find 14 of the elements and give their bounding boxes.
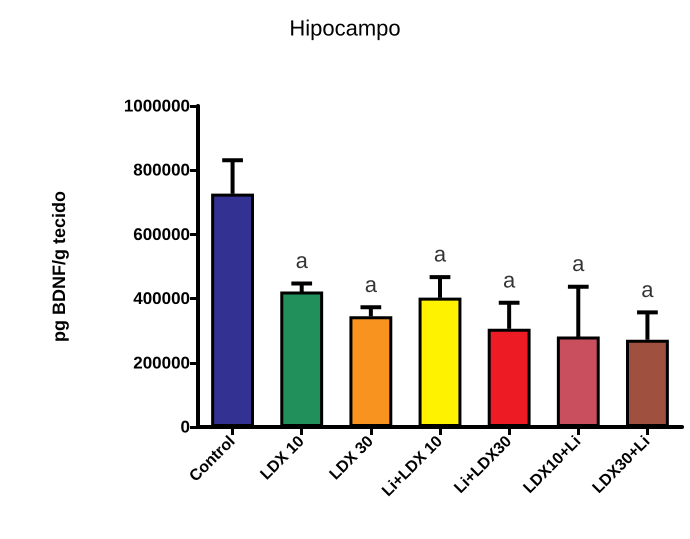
y-tick-label: 0: [180, 418, 190, 436]
y-tick-label: 600000: [133, 224, 190, 244]
y-tick-label: 800000: [133, 160, 190, 180]
annotation: a: [364, 272, 378, 297]
annotation: a: [434, 242, 447, 267]
annotation: a: [296, 248, 309, 274]
annotation: a: [641, 276, 654, 302]
y-tick-label: 200000: [133, 353, 190, 372]
annotation: a: [572, 251, 586, 276]
chart-title: Hipocampo: [289, 16, 401, 40]
y-axis-title: pg BDNF/g tecido: [49, 191, 69, 342]
y-tick-label: 400000: [133, 289, 190, 308]
annotation: a: [503, 267, 516, 292]
y-tick-label: 1000000: [124, 96, 190, 116]
